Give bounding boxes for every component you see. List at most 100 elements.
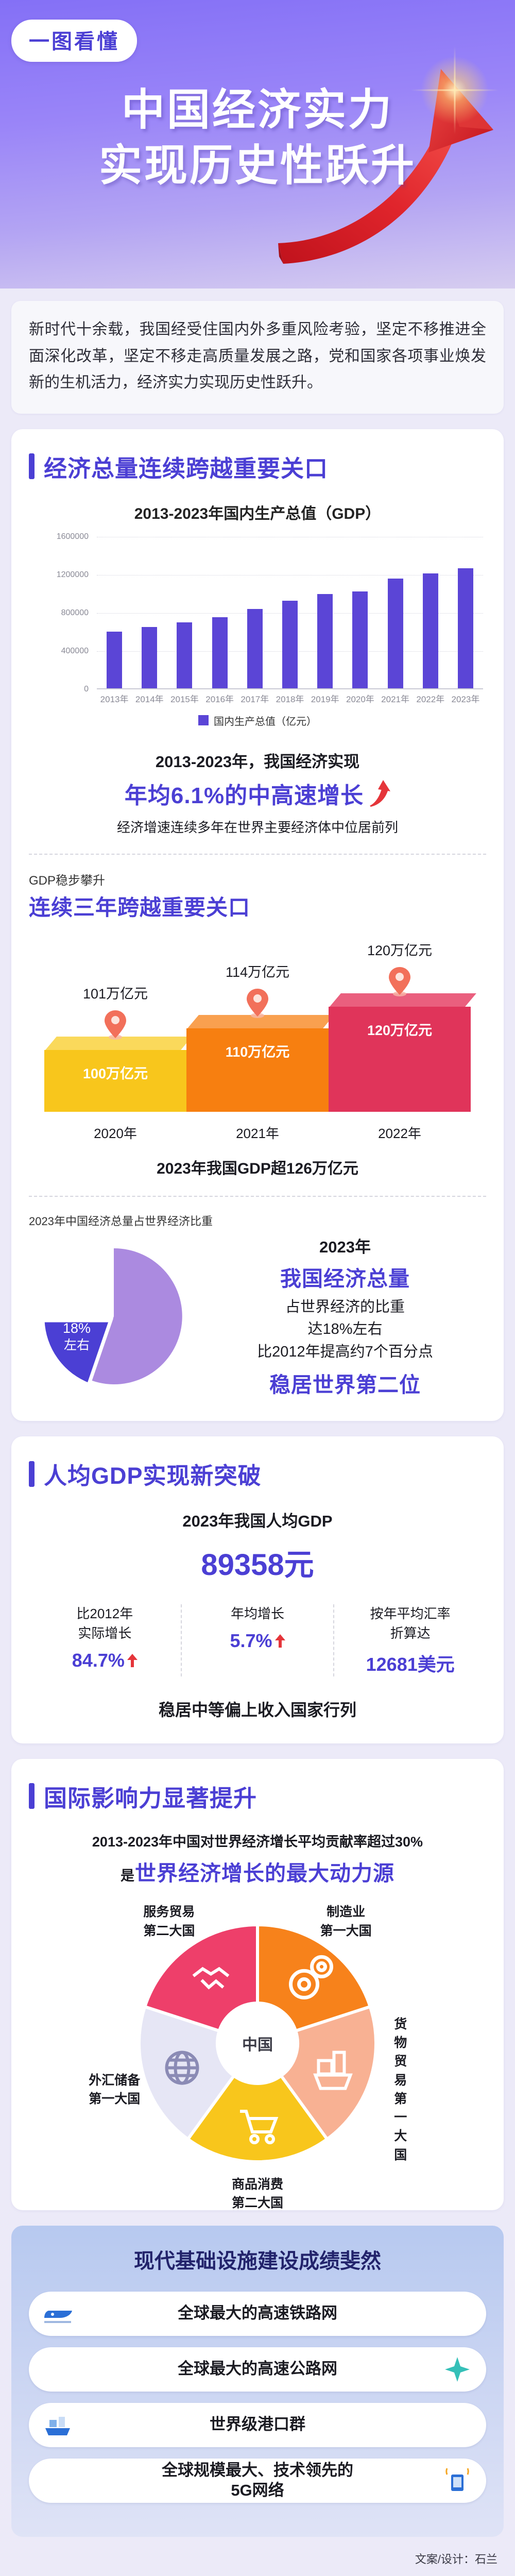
pie-chart: 18% 左右 <box>29 1239 199 1394</box>
section-economic-total: 经济总量连续跨越重要关口 2013-2023年国内生产总值（GDP） 0 4000… <box>11 429 504 1421</box>
x-tick-label: 2018年 <box>276 694 304 705</box>
section3-title-text: 国际影响力显著提升 <box>44 1785 258 1811</box>
section-infrastructure: 现代基础设施建设成绩斐然 全球最大的高速铁路网 全球最大的高速公路网 世界级港口群全… <box>11 2225 504 2537</box>
handshake-icon <box>192 1967 230 1990</box>
donut-label-0: 制造业 第一大国 <box>320 1905 372 1938</box>
pie-slice-sub: 左右 <box>64 1338 90 1352</box>
sparkle-icon <box>416 52 493 129</box>
badge-one-picture: 一图看懂 <box>11 20 137 62</box>
per-capita-head: 2023年我国人均GDP <box>182 1512 333 1531</box>
bar <box>247 608 263 688</box>
bar <box>317 594 333 688</box>
bar-column <box>167 537 202 688</box>
pie-slice-value: 18% <box>63 1320 91 1336</box>
x-tick-label: 2014年 <box>135 694 164 705</box>
section2-title: 人均GDP实现新突破 <box>29 1457 486 1490</box>
pie-chart-label: 2023年中国经济总量占世界经济比重 <box>29 1214 213 1228</box>
podium-top-value: 120万亿元 <box>367 942 433 958</box>
bar-column <box>237 537 272 688</box>
per-capita-stats: 比2012年 实际增长 84.7% 年均增长 5.7% 按年平均汇率 折算达 12681美元 <box>29 1604 486 1676</box>
section-international-influence: 国际影响力显著提升 2013-2023年中国对世界经济增长平均贡献率超过30% … <box>11 1758 504 2210</box>
donut-segment <box>138 2004 236 2141</box>
stat-value: 12681美元 <box>366 1653 455 1675</box>
donut-label-2: 商品消费 第二大国 <box>231 2177 284 2210</box>
stat-caption: 比2012年 实际增长 <box>76 1606 133 1641</box>
intl-big-prefix: 是 <box>121 1868 135 1884</box>
podium-head: 连续三年跨越重要关口 <box>29 895 251 920</box>
bar-column <box>202 537 237 688</box>
title-accent-bar-2 <box>29 1461 35 1487</box>
location-pin-icon <box>247 988 268 1018</box>
per-capita-value: 89358元 <box>201 1548 314 1582</box>
globe-icon <box>165 2050 199 2085</box>
divider-2 <box>29 1195 486 1197</box>
cargo-ship-icon <box>313 2050 353 2090</box>
location-pin-icon <box>389 967 410 996</box>
podium-year: 2021年 <box>236 1125 279 1141</box>
podium-year: 2020年 <box>94 1125 137 1141</box>
podium-slab-face: 100万亿元 <box>44 1049 186 1112</box>
growth-line3: 经济增速连续多年在世界主要经济体中位居前列 <box>116 819 398 835</box>
pie-big: 我国经济总量 <box>280 1266 410 1291</box>
pie-t2: 达18%左右 <box>307 1321 383 1338</box>
section2-title-text: 人均GDP实现新突破 <box>44 1463 262 1489</box>
stat-caption: 年均增长 <box>231 1606 285 1622</box>
bar <box>352 591 368 688</box>
x-tick-label: 2019年 <box>311 694 339 705</box>
infra-title: 现代基础设施建设成绩斐然 <box>134 2249 381 2273</box>
stat-caption: 按年平均汇率 折算达 <box>370 1606 451 1641</box>
x-tick-label: 2022年 <box>416 694 445 705</box>
bar <box>212 617 228 688</box>
section1-title: 经济总量连续跨越重要关口 <box>29 450 486 483</box>
pie-year: 2023年 <box>319 1238 371 1256</box>
page-title-line2: 实现历史性跃升 <box>98 141 416 190</box>
podium-step: 101万亿元 100万亿元 2020年 <box>44 982 192 1142</box>
podium-note: 2023年我国GDP超126万亿元 <box>157 1160 358 1177</box>
pie-t1: 占世界经济的比重 <box>285 1298 405 1315</box>
gdp-bar-chart: 0 400000 800000 1200000 1600000 2013年 2014年 20… <box>36 532 483 707</box>
x-tick-label: 2017年 <box>241 694 269 705</box>
podium-year: 2022年 <box>378 1125 421 1141</box>
title-accent-bar-3 <box>29 1783 35 1809</box>
bar-column <box>342 537 377 688</box>
section-per-capita-gdp: 人均GDP实现新突破 2023年我国人均GDP 89358元 比2012年 实际增… <box>11 1436 504 1743</box>
train-icon <box>44 2310 72 2323</box>
y-tick-label: 400000 <box>61 646 89 655</box>
intl-big-wrap: 是世界经济增长的最大动力源 <box>29 1856 486 1887</box>
intro-text: 新时代十余载，我国经受住国内外多重风险考验，坚定不移推进全面深化改革，坚定不移走… <box>29 321 486 392</box>
gdp-podium-chart: 101万亿元 100万亿元 2020年 114万亿元 110万亿元 2021年 120万亿元… <box>44 939 476 1142</box>
podium-top-value: 114万亿元 <box>225 964 290 980</box>
compass-icon <box>445 2357 470 2382</box>
podium-step: 114万亿元 110万亿元 2021年 <box>186 961 334 1142</box>
infra-item: 全球规模最大、技术领先的 5G网络 <box>29 2458 486 2503</box>
growth-line2: 年均6.1%的中高速增长 <box>124 783 364 808</box>
infra-item: 全球最大的高速公路网 <box>29 2347 486 2392</box>
podium-label: GDP稳步攀升 <box>29 873 106 888</box>
hero-header: 一图看懂 <box>0 0 515 289</box>
growth-line1: 2013-2023年，我国经济实现 <box>155 752 360 771</box>
x-tick-label: 2021年 <box>381 694 409 705</box>
divider <box>29 853 486 855</box>
infra-item-label: 全球规模最大、技术领先的 5G网络 <box>162 2461 353 2499</box>
growth-callout: 2013-2023年，我国经济实现 年均6.1%的中高速增长 经济增速连续多年在… <box>29 749 486 836</box>
donut-label-4: 服务贸易 第二大国 <box>143 1905 195 1938</box>
x-tick-label: 2015年 <box>170 694 199 705</box>
influence-donut-chart: 中国 制造业 第一大国 货物贸易 第一大国 商品消费 第二大国 外汇储备 第一大国 服务… <box>89 1899 407 2210</box>
donut-label-3: 外汇储备 第一大国 <box>89 2073 141 2106</box>
bar <box>107 632 123 688</box>
pie-caption: 2023年 我国经济总量 占世界经济的比重 达18%左右 比2012年提高约7个… <box>204 1234 486 1399</box>
y-tick-label: 1200000 <box>56 570 89 579</box>
y-tick-label: 0 <box>84 684 89 693</box>
x-tick-label: 2023年 <box>451 694 480 705</box>
bar <box>422 573 438 688</box>
port-icon <box>45 2416 70 2435</box>
infra-item: 全球最大的高速铁路网 <box>29 2291 486 2336</box>
site-footer: 中国经济网 WWW.CE.CN <box>0 2567 515 2576</box>
infra-item-label: 全球最大的高速铁路网 <box>178 2304 337 2323</box>
podium-slab-face: 110万亿元 <box>186 1028 329 1112</box>
shopping-cart-icon <box>240 2109 279 2144</box>
section3-title: 国际影响力显著提升 <box>29 1780 486 1813</box>
growth-line2-wrap: 年均6.1%的中高速增长 <box>124 777 391 810</box>
infra-item-label: 全球最大的高速公路网 <box>178 2360 337 2378</box>
bar-column <box>413 537 448 688</box>
